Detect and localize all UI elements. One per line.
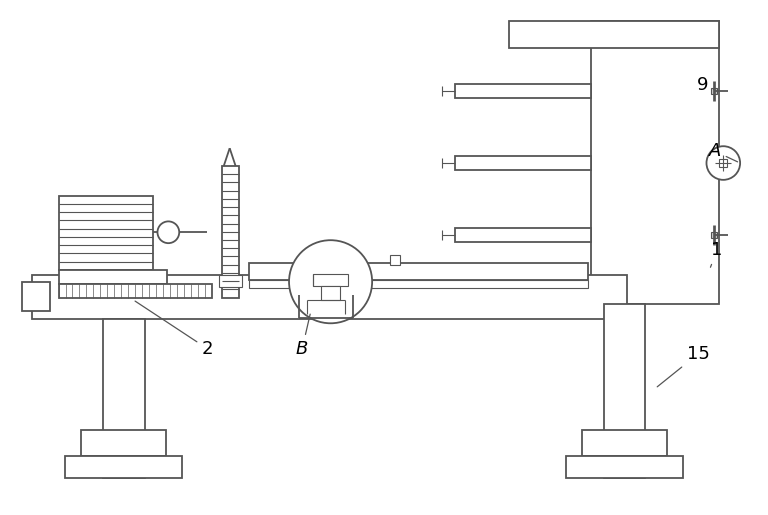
Bar (321, 286, 340, 300)
Bar (222, 166, 239, 298)
Bar (455, 228, 591, 242)
Bar (591, 21, 720, 304)
Bar (250, 280, 588, 288)
Bar (58, 196, 153, 270)
Bar (22, 282, 50, 312)
Text: B: B (296, 314, 310, 358)
Circle shape (289, 240, 372, 323)
Bar (250, 263, 588, 280)
Text: 1: 1 (710, 241, 723, 267)
Bar (301, 255, 311, 265)
Bar (313, 274, 349, 286)
Bar (711, 88, 717, 94)
Circle shape (707, 146, 740, 180)
Text: 15: 15 (657, 345, 710, 387)
Bar (582, 430, 667, 456)
Bar (604, 304, 645, 477)
Bar (566, 456, 683, 477)
Bar (720, 159, 727, 167)
Bar (219, 275, 242, 287)
Bar (711, 232, 717, 238)
Text: A: A (708, 142, 737, 162)
Text: 9: 9 (697, 76, 715, 94)
Text: 2: 2 (135, 301, 214, 358)
Bar (58, 284, 212, 298)
Bar (81, 430, 167, 456)
Circle shape (157, 221, 179, 243)
Bar (390, 255, 400, 265)
Bar (455, 84, 591, 98)
Bar (103, 319, 144, 477)
Bar (508, 21, 720, 48)
Bar (455, 156, 591, 170)
Bar (31, 275, 627, 319)
Bar (58, 270, 167, 284)
Bar (65, 456, 182, 477)
